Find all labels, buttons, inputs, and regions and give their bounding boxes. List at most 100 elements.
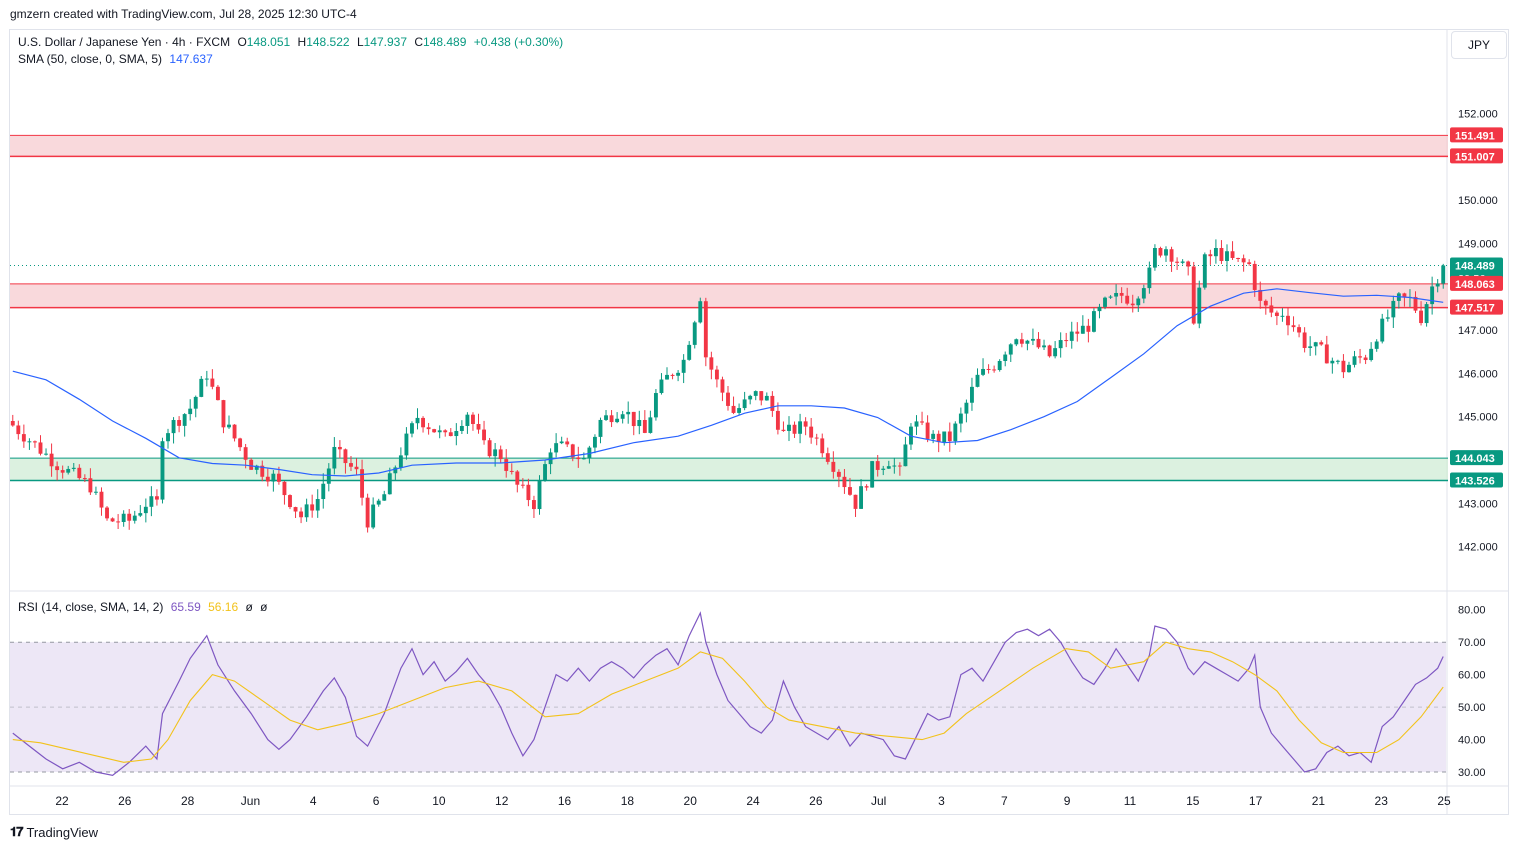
candle-body[interactable] (737, 408, 742, 413)
candle-body[interactable] (764, 395, 769, 401)
candle-body[interactable] (71, 467, 76, 469)
currency-button[interactable]: JPY (1451, 31, 1507, 59)
candle-body[interactable] (437, 430, 442, 433)
candle-body[interactable] (648, 417, 653, 433)
candle-body[interactable] (138, 513, 143, 516)
candle-body[interactable] (653, 393, 658, 418)
candle-body[interactable] (543, 464, 547, 481)
candle-body[interactable] (670, 374, 675, 376)
candle-body[interactable] (1347, 364, 1351, 373)
candle-body[interactable] (1152, 248, 1157, 268)
candle-body[interactable] (903, 444, 908, 467)
candle-body[interactable] (276, 473, 281, 482)
rsi-label[interactable]: RSI (14, close, SMA, 14, 2) (18, 600, 164, 614)
candle-body[interactable] (410, 423, 414, 434)
candle-body[interactable] (1358, 356, 1363, 358)
footer-brand[interactable]: 𝟏𝟕 TradingView (10, 824, 98, 840)
candle-body[interactable] (720, 379, 725, 393)
candle-body[interactable] (343, 449, 348, 464)
candle-body[interactable] (349, 463, 353, 467)
candle-body[interactable] (992, 369, 997, 371)
candle-body[interactable] (520, 484, 525, 486)
candle-body[interactable] (1335, 360, 1340, 362)
candle-body[interactable] (1274, 312, 1279, 316)
candle-body[interactable] (215, 386, 220, 401)
candle-body[interactable] (1263, 300, 1268, 306)
candle-body[interactable] (1175, 261, 1180, 263)
candle-body[interactable] (554, 443, 559, 453)
candle-body[interactable] (1213, 248, 1218, 257)
candle-body[interactable] (210, 378, 215, 387)
candle-body[interactable] (10, 421, 15, 426)
candle-body[interactable] (864, 486, 869, 488)
candle-body[interactable] (620, 414, 625, 419)
candle-body[interactable] (27, 441, 32, 443)
candle-body[interactable] (537, 480, 542, 510)
candle-body[interactable] (1247, 262, 1252, 264)
candle-body[interactable] (332, 446, 337, 469)
candle-body[interactable] (1053, 348, 1058, 357)
candle-body[interactable] (38, 442, 43, 454)
candle-body[interactable] (193, 396, 198, 409)
candle-body[interactable] (581, 458, 586, 460)
candle-body[interactable] (942, 431, 947, 443)
candle-body[interactable] (1308, 346, 1313, 348)
candle-body[interactable] (310, 504, 315, 511)
candle-body[interactable] (1402, 293, 1407, 298)
candle-body[interactable] (471, 414, 475, 425)
candle-body[interactable] (199, 378, 204, 397)
candle-body[interactable] (415, 417, 420, 424)
candle-body[interactable] (82, 478, 87, 480)
candle-body[interactable] (432, 429, 437, 433)
candle-body[interactable] (321, 483, 326, 500)
candle-body[interactable] (1191, 266, 1196, 324)
candle-body[interactable] (831, 461, 836, 472)
candle-body[interactable] (149, 496, 154, 507)
candle-body[interactable] (177, 420, 182, 426)
candle-body[interactable] (809, 426, 814, 438)
candle-body[interactable] (504, 459, 509, 471)
candle-body[interactable] (55, 466, 60, 471)
candle-body[interactable] (559, 441, 564, 444)
candle-body[interactable] (1058, 340, 1063, 349)
candle-body[interactable] (1119, 292, 1124, 296)
candle-body[interactable] (1369, 348, 1374, 361)
candle-body[interactable] (731, 405, 736, 413)
candle-body[interactable] (254, 465, 259, 470)
candle-body[interactable] (1136, 298, 1141, 306)
candle-body[interactable] (282, 481, 287, 496)
candle-body[interactable] (775, 410, 780, 430)
candle-body[interactable] (548, 452, 553, 465)
candle-body[interactable] (1031, 338, 1035, 341)
candle-body[interactable] (371, 504, 376, 528)
candle-body[interactable] (1252, 263, 1257, 290)
candle-body[interactable] (465, 414, 470, 426)
candle-body[interactable] (132, 515, 137, 521)
candle-body[interactable] (570, 444, 575, 458)
candle-body[interactable] (981, 368, 985, 375)
candle-body[interactable] (886, 466, 891, 469)
candle-body[interactable] (249, 459, 254, 470)
candle-body[interactable] (1158, 248, 1163, 256)
candle-body[interactable] (387, 473, 392, 495)
candle-body[interactable] (77, 467, 82, 479)
candle-body[interactable] (1103, 297, 1107, 307)
candle-body[interactable] (404, 433, 409, 456)
candle-body[interactable] (515, 471, 520, 485)
candle-body[interactable] (182, 414, 187, 426)
candle-body[interactable] (1108, 296, 1113, 298)
candle-body[interactable] (1430, 286, 1435, 305)
candle-body[interactable] (1291, 325, 1296, 328)
candle-body[interactable] (1424, 304, 1429, 324)
candle-body[interactable] (803, 421, 808, 427)
candle-body[interactable] (931, 433, 936, 439)
candle-body[interactable] (975, 374, 980, 387)
candle-body[interactable] (60, 470, 65, 473)
candle-body[interactable] (1042, 345, 1046, 348)
candle-body[interactable] (1219, 248, 1224, 261)
candle-body[interactable] (1075, 331, 1080, 334)
candle-body[interactable] (188, 408, 193, 415)
candle-body[interactable] (1391, 300, 1396, 318)
candle-body[interactable] (1047, 345, 1052, 357)
